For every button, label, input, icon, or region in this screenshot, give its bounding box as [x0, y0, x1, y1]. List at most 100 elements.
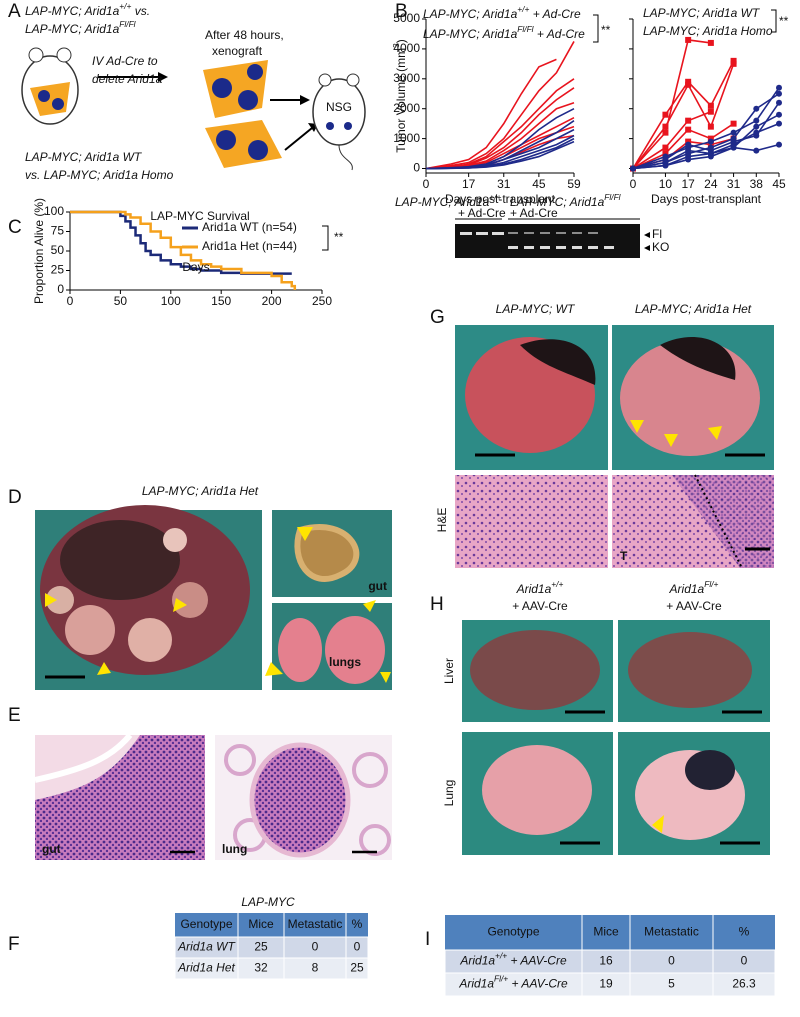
y-tick-label: 5000 [393, 11, 420, 25]
column-header: Mice [593, 925, 619, 939]
significance: ** [601, 23, 611, 37]
series-line [70, 210, 297, 290]
label-part: LAP-MYC; Arid1a [510, 195, 605, 209]
cell: Arid1aFl/+ + AAV-Cre [458, 974, 568, 991]
y-tick-label: 1000 [393, 131, 420, 145]
x-tick-label: 45 [772, 177, 786, 191]
column-header: Metastatic [644, 925, 699, 939]
cell: 16 [599, 954, 613, 968]
column-header: % [739, 925, 750, 939]
label: LAP-MYC Survival [150, 209, 249, 223]
panel-label: G [430, 307, 445, 328]
cell-part: +/+ [495, 951, 507, 961]
label-part: LAP-MYC; Arid1a [395, 195, 490, 209]
label: delete Arid1a [92, 72, 163, 86]
illustrations [21, 9, 777, 860]
legend-entry-part: LAP-MYC; Arid1a Homo [643, 24, 773, 38]
column-header: Mice [248, 917, 274, 931]
label: KO [652, 240, 669, 254]
label-part: Fl/+ [704, 579, 718, 589]
series-line [632, 39, 711, 170]
x-tick-label: 0 [423, 177, 430, 191]
label: xenograft [212, 44, 263, 58]
table-header [445, 915, 775, 950]
panel-label: C [8, 217, 22, 238]
panel-label: D [8, 487, 22, 508]
cell: 25 [350, 961, 364, 975]
label: Proportion Alive (%) [32, 198, 46, 304]
y-tick-label: 4000 [393, 41, 420, 55]
series-line [425, 41, 575, 170]
x-tick-label: 50 [114, 294, 128, 308]
y-tick-label: 50 [51, 243, 65, 257]
cell: 19 [599, 977, 613, 991]
x-tick-label: 59 [567, 177, 581, 191]
cell-part: Fl/+ [494, 974, 508, 984]
label: NSG [326, 100, 352, 114]
legend-entry-part: LAP-MYC; Arid1a [423, 27, 518, 41]
label-part: Fl/Fl [604, 192, 621, 202]
series-line [425, 140, 575, 170]
cell: 0 [741, 954, 748, 968]
y-tick-label: 100 [44, 204, 64, 218]
cell: 8 [312, 961, 319, 975]
cell-part: Arid1a [459, 954, 495, 968]
legend-entry-part: LAP-MYC; Arid1a WT [643, 6, 761, 20]
x-tick-label: 45 [532, 177, 546, 191]
panel-label: A [8, 1, 21, 22]
series-line [425, 107, 575, 170]
x-tick-label: 17 [681, 177, 695, 191]
table-row [444, 972, 776, 997]
y-tick-label: 3000 [393, 71, 420, 85]
label: lung [222, 842, 247, 856]
column-header: Genotype [487, 925, 539, 939]
label: LAP-MYC; Arid1a Het [142, 484, 259, 498]
x-tick-label: 24 [704, 177, 718, 191]
y-tick-label: 75 [51, 224, 65, 238]
cell: 5 [668, 977, 675, 991]
x-tick-label: 38 [750, 177, 764, 191]
cell: 26.3 [732, 977, 756, 991]
label: + Ad-Cre [458, 206, 506, 220]
label: Tumor Volume (mm3) [391, 39, 408, 153]
x-tick-label: 0 [630, 177, 637, 191]
cell: 0 [668, 954, 675, 968]
series-line [632, 110, 712, 170]
table-row [174, 957, 369, 980]
label: H&E [435, 508, 449, 533]
legend-entry: Arid1a WT (n=54) [202, 220, 297, 234]
column-header: Genotype [180, 917, 232, 931]
label-part: Fl/Fl [119, 19, 136, 29]
cell-part: + AAV-Cre [507, 954, 567, 968]
x-tick-label: 31 [497, 177, 511, 191]
label-part: ) [394, 39, 408, 43]
column-header: Metastatic [288, 917, 343, 931]
panel-label: E [8, 705, 21, 726]
x-tick-label: 17 [462, 177, 476, 191]
label: + AAV-Cre [666, 599, 722, 613]
x-tick-label: 100 [161, 294, 181, 308]
label: Arid1a+/+ [516, 579, 564, 596]
legend-entry-part: + Ad-Cre [529, 7, 581, 21]
label-part: LAP-MYC; Arid1a [25, 4, 120, 18]
label-part: LAP-MYC; Arid1a [25, 22, 120, 36]
label: LAP-MYC; Arid1a+/+ vs. [25, 1, 150, 18]
label: + AAV-Cre [512, 599, 568, 613]
legend-entry: LAP-MYC; Arid1aFl/Fl + Ad-Cre [423, 24, 585, 41]
significance: ** [779, 14, 789, 28]
label: gut [368, 579, 387, 593]
legend-entry: LAP-MYC; Arid1a WT [643, 6, 761, 20]
x-tick-label: 31 [727, 177, 741, 191]
legend-entry: Arid1a Het (n=44) [202, 239, 297, 253]
series-line [632, 122, 735, 170]
legend-entry-part: Fl/Fl [517, 24, 534, 34]
column-header: % [352, 917, 363, 931]
label: vs. LAP-MYC; Arid1a Homo [25, 168, 174, 182]
marker [730, 60, 737, 67]
x-tick-label: 0 [67, 294, 74, 308]
x-tick-label: 150 [211, 294, 231, 308]
panel-label: H [430, 594, 444, 615]
legend-entry-part: +/+ [517, 4, 529, 14]
label-part: 3 [391, 43, 401, 48]
series-line [632, 63, 735, 170]
